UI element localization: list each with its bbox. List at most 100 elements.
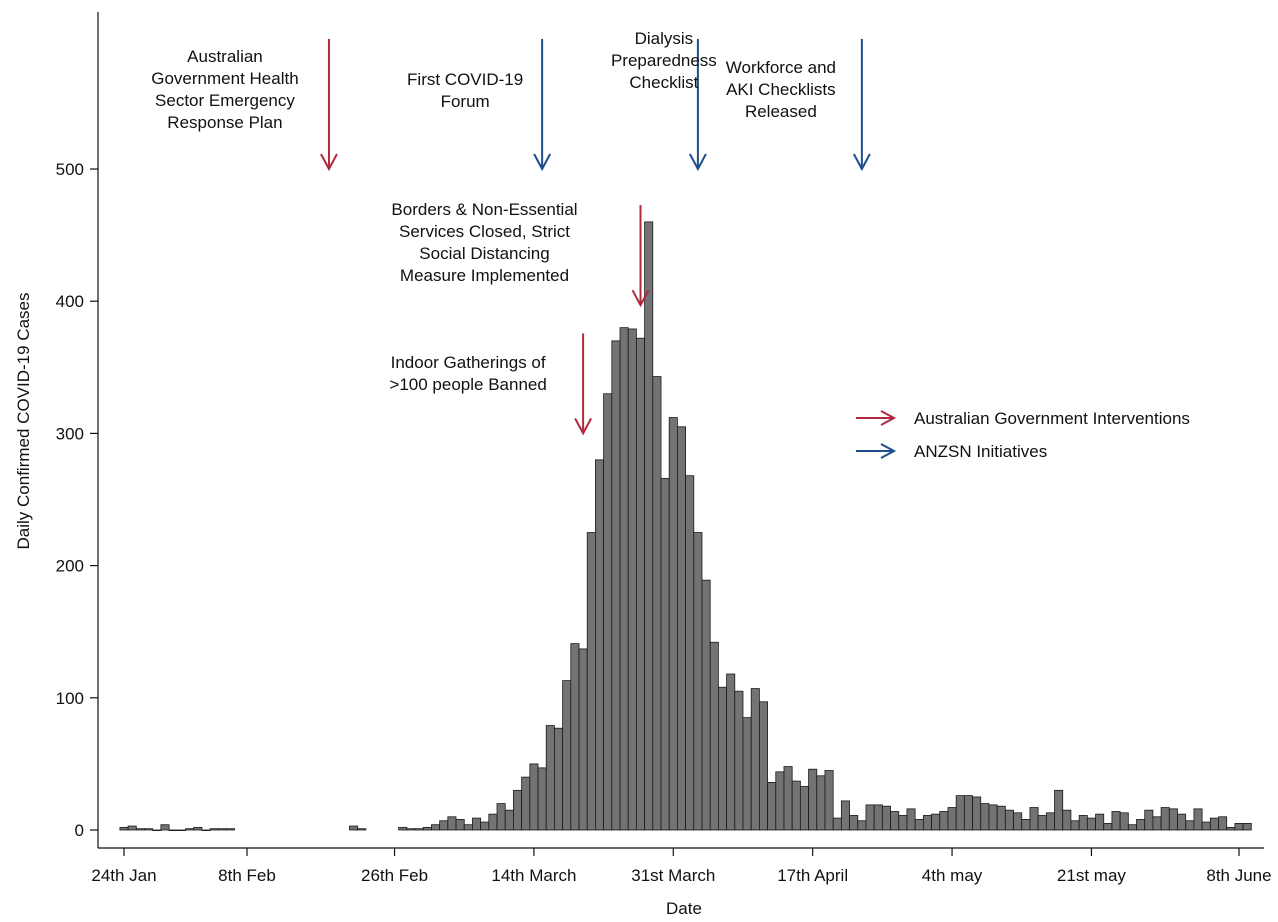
annotation-government: Indoor Gatherings of >100 people Banned [389,333,593,436]
bar [726,673,736,831]
bar [1054,789,1064,831]
x-tick-label: 24th Jan [91,866,156,885]
bar [209,828,219,831]
bar [472,817,482,831]
y-tick-label: 0 [75,821,84,840]
x-axis-title: Date [666,899,702,918]
x-tick-label: 31st March [631,866,715,885]
bar [939,811,949,831]
bar [414,828,424,831]
axes-group [97,12,1264,849]
bar [185,828,195,831]
bar [1029,807,1039,831]
bar [1226,826,1236,831]
annotation-arrow-head [574,417,593,436]
bar [1160,807,1170,831]
annotation-label: Borders & Non-Essential Services Closed, … [391,200,577,285]
bar [881,805,891,831]
bar [504,809,514,831]
bar [455,819,465,831]
bar [447,816,457,831]
bar [816,775,826,831]
bar [922,815,932,831]
bar [545,725,555,831]
bar [496,803,506,831]
annotation-label: Dialysis Preparedness Checklist [611,29,717,92]
bar [217,828,227,831]
legend-arrow-head [880,410,897,426]
bar [693,532,703,831]
bar [906,808,916,831]
y-tick-label: 200 [56,557,84,576]
bar [1062,809,1072,831]
bar [406,828,416,831]
bar [660,477,670,831]
bar [1185,820,1195,831]
bar [824,770,834,831]
annotation-label: First COVID-19 Forum [407,70,523,111]
bar [890,811,900,831]
bar [980,803,990,831]
bar [947,807,957,831]
bar [1127,824,1137,831]
bar [554,727,564,831]
bar [422,826,432,831]
bar [480,821,490,831]
bar [562,680,572,831]
legend-item-government: Australian Government Interventions [856,409,1190,428]
x-tick-label: 8th June [1206,866,1271,885]
bar [349,825,359,831]
bar [160,824,170,831]
annotation-arrow-head [533,153,552,172]
bar [914,819,924,831]
bar [873,804,883,831]
bar [201,829,211,832]
bar [1086,817,1096,831]
bar [701,579,711,831]
bar [439,820,449,831]
bar [488,813,498,831]
bar [1119,812,1129,831]
annotations-group: Australian Government Health Sector Emerge… [151,29,871,436]
bar [808,768,818,831]
bar [750,688,760,831]
bar [357,828,367,831]
bar [119,826,129,831]
bar [1201,821,1211,831]
y-axis-title: Daily Confirmed COVID-19 Cases [14,293,33,550]
bar [1218,816,1228,831]
annotation-anzsn: Workforce and AKI Checklists Released [726,39,871,172]
bar [636,337,646,831]
bar [644,221,654,831]
bar [1242,822,1252,831]
bar [931,813,941,831]
bar [865,804,875,831]
annotation-label: Workforce and AKI Checklists Released [726,58,836,121]
bar [529,763,539,831]
bar [1152,816,1162,831]
x-tick-label: 26th Feb [361,866,428,885]
x-tick-label: 4th may [922,866,983,885]
bar [963,795,973,831]
y-tick-label: 300 [56,424,84,443]
bar [521,776,531,831]
bar [1045,812,1055,831]
annotation-government: Borders & Non-Essential Services Closed, … [391,200,650,308]
bar [955,795,965,831]
x-ticks-group: 24th Jan 8th Feb 26th Feb 14th March 31st Ma… [91,848,1272,885]
bar [677,426,687,831]
bars-group [119,221,1252,832]
bar [857,820,867,831]
bar [1070,820,1080,831]
bar [1168,808,1178,831]
bar [1004,809,1014,831]
annotation-arrow-head [320,153,338,172]
bar [431,824,441,831]
x-tick-label: 21st may [1057,866,1126,885]
bar [996,805,1006,831]
bar [144,828,154,831]
bar [734,690,744,831]
bar [1111,811,1121,831]
bar [1037,815,1047,831]
